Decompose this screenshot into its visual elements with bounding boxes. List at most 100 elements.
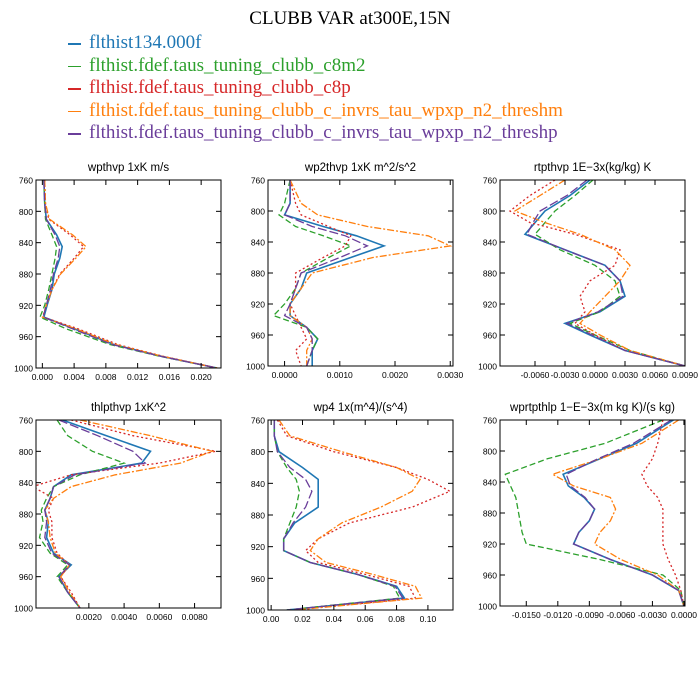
y-tick-label: 880	[19, 510, 33, 520]
y-tick-label: 880	[251, 269, 265, 279]
series-line-threshp	[44, 420, 147, 608]
y-tick-label: 960	[483, 331, 497, 341]
y-tick-label: 760	[19, 176, 33, 186]
series-line-c8p	[289, 180, 352, 366]
legend-label: flthist.fdef.taus_tuning_clubb_c_invrs_t…	[89, 99, 563, 121]
panel-3: rtpthvp 1E−3x(kg/kg) K 760 800 840 880 920 960…	[478, 162, 698, 380]
series-line-threshp	[273, 420, 404, 610]
panel-title: rtpthvp 1E−3x(kg/kg) K	[534, 162, 652, 174]
x-tick-label: 0.04	[326, 614, 343, 624]
x-tick-label: -0.0030	[638, 610, 667, 620]
series-line-threshm	[513, 180, 685, 366]
series-line-flthist134	[273, 420, 406, 610]
y-tick-label: 1000	[14, 604, 33, 614]
panel-4: thlpthvp 1xK^2 760 800 840 880 920 960 1000 0.00…	[14, 402, 222, 622]
panel-title: wp2thvp 1xK m^2/s^2	[304, 162, 416, 174]
x-tick-label: 0.000	[32, 372, 54, 382]
x-tick-label: 0.008	[95, 372, 117, 382]
legend-line-flthist134	[68, 43, 81, 45]
series-line-threshm	[41, 180, 218, 368]
legend-line-c8m2	[68, 65, 81, 68]
x-tick-label: -0.0120	[543, 610, 572, 620]
plot-frame	[35, 179, 222, 369]
x-tick-label: 0.06	[357, 614, 374, 624]
y-tick-label: 800	[483, 447, 497, 457]
legend-line-threshp	[68, 133, 81, 135]
y-tick-label: 920	[251, 300, 265, 310]
series-line-c8m2	[39, 180, 218, 368]
y-tick-label: 760	[251, 416, 265, 426]
x-tick-label: 0.0030	[612, 370, 638, 380]
y-tick-label: 880	[483, 509, 497, 519]
y-tick-label: 840	[483, 478, 497, 488]
series-line-threshm	[44, 420, 215, 608]
y-tick-label: 960	[251, 574, 265, 584]
y-tick-label: 840	[251, 238, 265, 248]
series-line-c8p	[42, 180, 218, 368]
y-tick-label: 760	[483, 176, 497, 186]
x-tick-label: -0.0060	[521, 370, 550, 380]
series-line-flthist134	[523, 180, 685, 366]
y-tick-label: 960	[19, 332, 33, 342]
legend-line-threshm	[68, 110, 81, 113]
y-tick-label: 1000	[14, 364, 33, 374]
series-line-threshm	[550, 420, 685, 606]
x-tick-label: -0.0060	[606, 610, 635, 620]
series-line-threshp	[526, 180, 685, 366]
y-tick-label: 960	[251, 331, 265, 341]
x-tick-label: 0.0020	[76, 612, 102, 622]
y-tick-label: 800	[251, 207, 265, 217]
y-tick-label: 840	[19, 478, 33, 488]
panel-1: wpthvp 1xK m/s76080084088092096010000.00…	[14, 162, 222, 382]
x-tick-label: 0.012	[127, 372, 149, 382]
series-line-threshp	[283, 180, 370, 366]
legend-label: flthist.fdef.taus_tuning_clubb_c_invrs_t…	[89, 122, 558, 144]
x-tick-label: 0.00	[263, 614, 280, 624]
x-tick-label: 0.0010	[327, 370, 353, 380]
series-line-c8p	[276, 420, 452, 610]
y-tick-label: 920	[19, 301, 33, 311]
y-tick-label: 840	[483, 238, 497, 248]
legend-label: flthist134.000f	[89, 32, 202, 53]
x-tick-label: 0.0080	[182, 612, 208, 622]
panel-title: wprtpthlp 1−E−3x(m kg K)/(s kg)	[509, 402, 675, 414]
series-line-c8m2	[504, 420, 685, 606]
plot-frame	[499, 179, 686, 367]
panel-title: thlpthvp 1xK^2	[91, 402, 166, 414]
y-tick-label: 920	[251, 542, 265, 552]
y-tick-label: 880	[251, 511, 265, 521]
y-tick-label: 920	[483, 300, 497, 310]
y-tick-label: 800	[483, 207, 497, 217]
series-line-threshm	[278, 420, 423, 610]
series-line-threshp	[42, 180, 218, 368]
x-tick-label: 0.004	[63, 372, 85, 382]
x-tick-label: -0.0030	[551, 370, 580, 380]
series-line-c8m2	[534, 180, 685, 366]
y-tick-label: 880	[483, 269, 497, 279]
plot-frame	[267, 419, 454, 611]
x-tick-label: -0.0150	[512, 610, 541, 620]
series-line-c8m2	[38, 420, 127, 608]
x-tick-label: 0.0000	[671, 610, 697, 620]
panel-title: wp4 1x(m^4)/(s^4)	[313, 402, 408, 414]
series-line-c8m2	[273, 420, 401, 610]
x-tick-label: 0.0000	[582, 370, 608, 380]
x-tick-label: 0.016	[159, 372, 181, 382]
y-tick-label: 800	[19, 447, 33, 457]
x-tick-label: 0.0030	[437, 370, 463, 380]
y-tick-label: 800	[19, 207, 33, 217]
series-line-flthist134	[283, 180, 387, 366]
y-tick-label: 1000	[478, 362, 497, 372]
x-tick-label: 0.0000	[272, 370, 298, 380]
x-tick-label: 0.0060	[642, 370, 668, 380]
legend-line-c8p	[68, 88, 81, 90]
panel-title: wpthvp 1xK m/s	[87, 162, 169, 174]
y-tick-label: 960	[19, 572, 33, 582]
y-tick-label: 1000	[246, 606, 265, 616]
y-tick-label: 960	[483, 571, 497, 581]
y-tick-label: 920	[483, 540, 497, 550]
y-tick-label: 800	[251, 447, 265, 457]
x-tick-label: 0.10	[420, 614, 437, 624]
series-line-c8p	[508, 180, 685, 366]
